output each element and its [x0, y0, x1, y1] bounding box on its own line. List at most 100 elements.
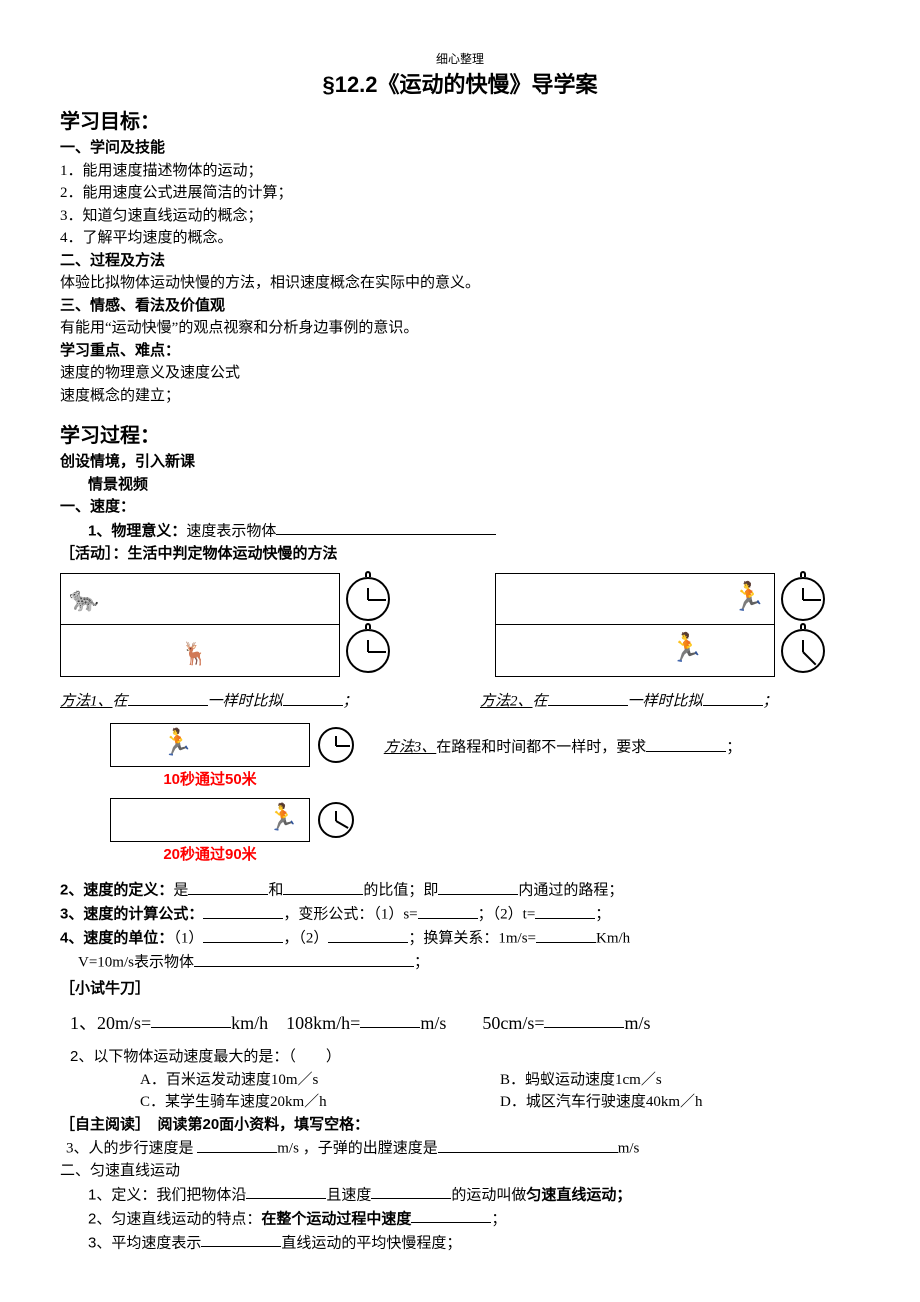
runner-icon: 🏃 [731, 584, 766, 612]
blank[interactable] [328, 926, 408, 943]
focus-line: 速度概念的建立； [60, 385, 860, 408]
blank[interactable] [201, 1231, 281, 1248]
method2-t1: 在 [533, 694, 548, 710]
method2-tail: ； [763, 694, 778, 710]
q3-t2: m/s ，子弹的出膛速度是 [277, 1141, 437, 1157]
focus-line: 速度的物理意义及速度公式 [60, 362, 860, 385]
blank[interactable] [151, 1009, 231, 1029]
caption-1: 10秒通过50米 [110, 769, 310, 792]
method1-tail: ； [343, 694, 358, 710]
uniform-1: 1、定义：我们把物体沿 且速度 的运动叫做匀速直线运动； [60, 1183, 860, 1207]
uniform-heading: 二、匀速直线运动 [60, 1160, 860, 1183]
uniform-3: 3、平均速度表示 直线运动的平均快慢程度； [60, 1231, 860, 1255]
blank[interactable] [203, 926, 283, 943]
uniform-2: 2、匀速直线运动的特点：在整个运动过程中速度； [60, 1207, 860, 1231]
blank[interactable] [246, 1183, 326, 1200]
blank[interactable] [418, 902, 478, 919]
method-row: 方法1、在一样时比拟； 方法2、在一样时比拟； [60, 689, 860, 713]
blank[interactable] [544, 1009, 624, 1029]
uni2-t1: 2、匀速直线运动的特点： [88, 1210, 261, 1227]
uni3-t1: 3、平均速度表示 [88, 1234, 201, 1251]
sec-b-heading: 二、过程及方法 [60, 250, 860, 273]
blank[interactable] [203, 902, 283, 919]
def3-t1: ，变形公式：（1）s= [283, 907, 417, 923]
blank[interactable] [548, 689, 628, 706]
clock-icon [781, 629, 825, 673]
def3-tail: ； [595, 907, 610, 923]
method2-t2: 一样时比拟 [628, 694, 703, 710]
method3-text: 在路程和时间都不一样时，要求 [436, 740, 646, 756]
def4-t1: （1） [173, 931, 203, 947]
blank[interactable] [283, 689, 343, 706]
method2-label: 方法2、 [480, 694, 533, 710]
method3-label: 方法3、 [384, 740, 437, 756]
blank[interactable] [128, 689, 208, 706]
goal-heading: 学习目标： [60, 107, 860, 137]
sec-a-item: 4．了解平均速度的概念。 [60, 227, 860, 250]
figure-left: 🐆 🦌 [60, 573, 425, 677]
def2-t3: 的比值；即 [363, 883, 438, 899]
sec-a-item: 3．知道匀速直线运动的概念； [60, 205, 860, 228]
blank[interactable] [703, 689, 763, 706]
meaning-text: 速度表示物体 [186, 523, 276, 539]
def2-t4: 内通过的路程； [518, 883, 623, 899]
def4b-tail: ； [414, 955, 429, 971]
q2-option-a: A．百米运发动速度10m／s [140, 1069, 500, 1092]
runner-icon: 🏃 [267, 805, 299, 831]
header-note: 细心整理 [60, 50, 860, 68]
blank[interactable] [283, 878, 363, 895]
uni1-t1: 1、定义：我们把物体沿 [88, 1186, 246, 1203]
q2-option-b: B．蚂蚁运动速度1cm／s [500, 1069, 860, 1092]
selfread-heading: ［自主阅读］ 阅读第20面小资料，填写空格： [60, 1114, 860, 1137]
blank[interactable] [535, 902, 595, 919]
sec-a-item: 2．能用速度公式进展简洁的计算； [60, 182, 860, 205]
def4-t2: ，（2） [283, 931, 328, 947]
blank[interactable] [411, 1207, 491, 1224]
method1-t2: 一样时比拟 [208, 694, 283, 710]
question-2: 2、以下物体运动速度最大的是：（ ） [70, 1046, 860, 1069]
blank[interactable] [438, 878, 518, 895]
q1-u2: m/s 50cm/s= [420, 1012, 544, 1032]
activity-label: ［活动］：生活中判定物体运动快慢的方法 [60, 543, 860, 566]
deer-icon: 🦌 [181, 643, 208, 665]
doc-title: §12.2《运动的快慢》导学案 [60, 68, 860, 101]
sec-c-heading: 三、情感、看法及价值观 [60, 295, 860, 318]
method1-label: 方法1、 [60, 694, 113, 710]
blank[interactable] [371, 1183, 451, 1200]
clock-icon [781, 577, 825, 621]
q2-option-d: D．城区汽车行驶速度40km／h [500, 1091, 860, 1114]
blank[interactable] [536, 926, 596, 943]
def2-t1: 是 [173, 883, 188, 899]
def4-t4: Km/h [596, 931, 630, 947]
figure-2-left: 🏃 10秒通过50米 🏃 20秒通过90米 [110, 723, 354, 872]
blank[interactable] [646, 735, 726, 752]
sec-a-item: 1．能用速度描述物体的运动； [60, 160, 860, 183]
uni1-t2: 且速度 [326, 1186, 371, 1203]
question-3: 3、人的步行速度是 m/s ，子弹的出膛速度是m/s [66, 1136, 860, 1160]
def2-t2: 和 [268, 883, 283, 899]
try-heading: ［小试牛刀］ [60, 978, 860, 1001]
panel-cheetah: 🐆 [60, 573, 340, 625]
meaning-line: 1、物理意义：速度表示物体 [60, 519, 860, 543]
panel-deer: 🦌 [60, 625, 340, 677]
def4-t3: ；换算关系：1m/s= [408, 931, 536, 947]
clock-icon [346, 629, 390, 673]
q3-t1: 3、人的步行速度是 [66, 1141, 197, 1157]
blank[interactable] [360, 1009, 420, 1029]
panel-runner: 🏃 [495, 573, 775, 625]
definition-3: 3、速度的计算公式：，变形公式：（1）s=；（2）t=； [60, 902, 860, 926]
runner-icon: 🏃 [161, 730, 193, 756]
blank[interactable] [438, 1136, 618, 1153]
uni1-t3: 的运动叫做 [451, 1186, 526, 1203]
panel-runner: 🏃 [495, 625, 775, 677]
uni1-bold: 匀速直线运动； [526, 1186, 631, 1203]
panel-runner-90m: 🏃 [110, 798, 310, 842]
blank[interactable] [188, 878, 268, 895]
caption-2: 20秒通过90米 [110, 844, 310, 867]
blank[interactable] [276, 519, 496, 536]
blank[interactable] [197, 1136, 277, 1153]
method3-tail: ； [726, 740, 741, 756]
blank[interactable] [194, 950, 414, 967]
sec-c-text: 有能用“运动快慢”的观点视察和分析身边事例的意识。 [60, 317, 860, 340]
uni3-t2: 直线运动的平均快慢程度； [281, 1234, 461, 1251]
